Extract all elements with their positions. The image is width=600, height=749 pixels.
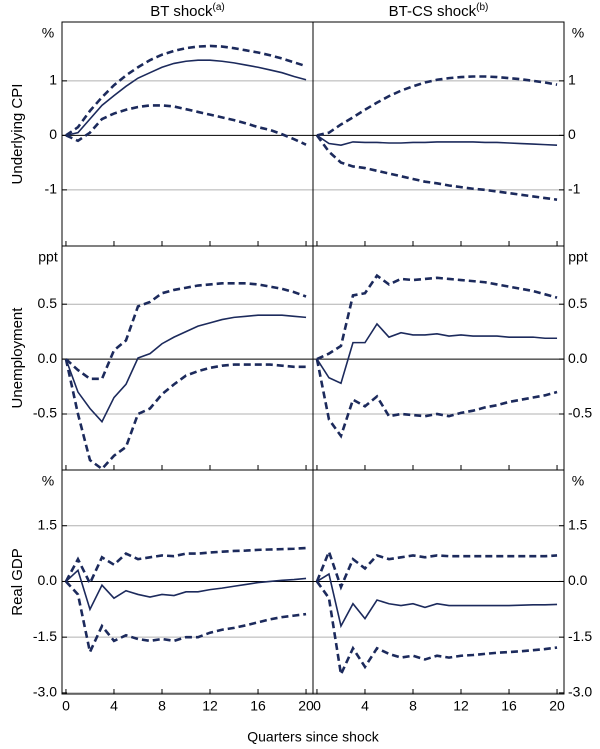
x-tick-label: 8 (158, 698, 166, 714)
x-tick-label: 12 (202, 698, 218, 714)
panel-frame (312, 245, 565, 471)
y-tick-label: 1 (49, 72, 57, 88)
band-line (65, 44, 307, 137)
x-tick-label: 16 (501, 698, 517, 714)
x-tick-label: 0 (62, 698, 70, 714)
y-tick-label: -1 (45, 181, 58, 197)
band-line (315, 358, 558, 439)
band-line (315, 547, 558, 591)
y-tick-label: 0 (49, 126, 57, 142)
x-tick-label: 8 (409, 698, 417, 714)
column-title-note: (a) (213, 2, 225, 13)
central-line (65, 59, 307, 137)
x-tick-label: 4 (110, 698, 118, 714)
y-tick-label: 0.0 (568, 572, 588, 588)
x-tick-label: 16 (250, 698, 266, 714)
unit-label: % (572, 473, 584, 489)
unit-label: % (42, 25, 54, 41)
central-line (316, 322, 558, 385)
x-tick-label: 0 (313, 698, 321, 714)
x-tick-label: 4 (361, 698, 369, 714)
y-tick-label: 1.5 (568, 516, 588, 532)
y-tick-label: -0.5 (33, 405, 57, 421)
y-tick-label: 0.0 (38, 350, 58, 366)
unit-label: ppt (568, 249, 588, 265)
panel-frame (61, 245, 314, 471)
column-title-text: BT-CS shock (389, 3, 477, 20)
y-tick-label: 0.0 (38, 572, 58, 588)
central-line (65, 568, 307, 612)
y-tick-label: -1.5 (33, 628, 57, 644)
x-tick-label: 12 (453, 698, 469, 714)
row-label: Real GDP (9, 548, 26, 616)
panel-frame (312, 21, 565, 247)
panel-frame (61, 469, 314, 695)
band-line (315, 580, 558, 679)
y-tick-label: 0 (568, 126, 576, 142)
y-tick-label: 0.5 (568, 295, 588, 311)
band-line (316, 75, 558, 137)
row-label: Unemployment (9, 307, 26, 409)
y-tick-label: 1.5 (38, 516, 58, 532)
y-tick-label: 0.5 (38, 295, 58, 311)
y-tick-label: 1 (568, 72, 576, 88)
y-tick-label: -0.5 (568, 405, 592, 421)
central-line (316, 134, 558, 146)
column-title-text: BT shock (150, 3, 213, 20)
band-line (64, 358, 307, 471)
unit-label: % (572, 25, 584, 41)
band-line (316, 273, 558, 361)
x-axis-title: Quarters since shock (247, 729, 379, 745)
x-tick-label: 20 (549, 698, 565, 714)
y-tick-label: -3.0 (33, 684, 57, 700)
central-line (65, 314, 307, 424)
y-tick-label: -1.5 (568, 628, 592, 644)
band-line (315, 134, 558, 201)
band-line (64, 546, 307, 587)
band-line (65, 580, 307, 657)
row-label: Underlying CPI (9, 84, 26, 185)
column-title-note: (b) (476, 2, 488, 13)
x-tick-label: 20 (298, 698, 314, 714)
band-line (65, 104, 307, 146)
column-title: BT shock(a) (150, 2, 224, 20)
y-tick-label: -1 (568, 181, 581, 197)
unit-label: ppt (38, 249, 58, 265)
central-line (316, 572, 558, 629)
y-tick-label: 0.0 (568, 350, 588, 366)
panel-frame (312, 469, 565, 695)
unit-label: % (42, 473, 54, 489)
column-title: BT-CS shock(b) (389, 2, 489, 20)
band-line (65, 282, 307, 381)
y-tick-label: -3.0 (568, 684, 592, 700)
